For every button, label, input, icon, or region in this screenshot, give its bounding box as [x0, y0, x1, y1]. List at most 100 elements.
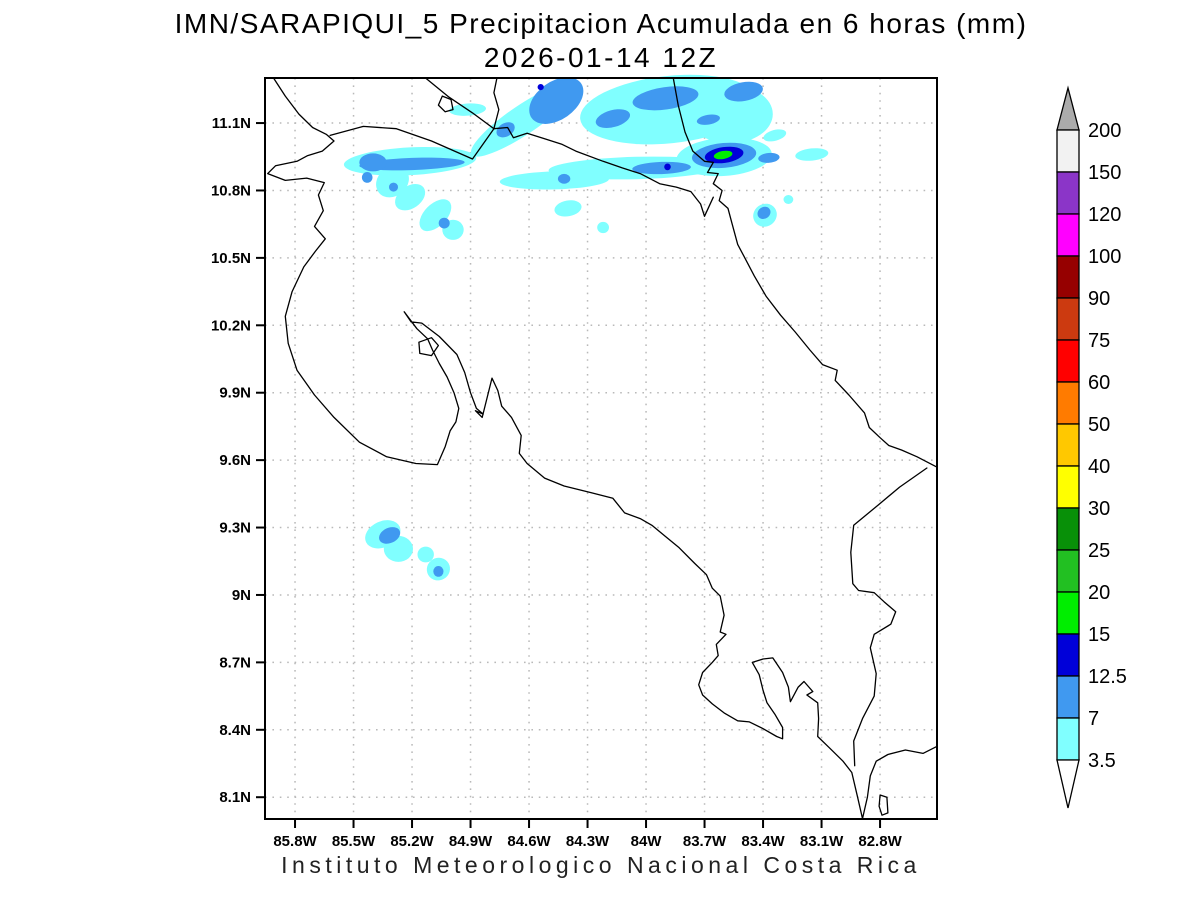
colorbar-box: [1056, 675, 1080, 719]
colorbar-box: [1056, 297, 1080, 341]
colorbar: 200 150 120 100 90 75 60 50 40 30 25 20 15 12.5 7 3.5: [1056, 85, 1127, 809]
coastline-path: [267, 77, 938, 820]
lon-tick-label: 82.8W: [858, 833, 902, 850]
precip-contour-3.5mm: [783, 195, 794, 204]
precip-contour-7mm: [557, 173, 571, 184]
colorbar-box: [1056, 213, 1080, 257]
precip-contour-3.5mm: [554, 200, 582, 217]
colorbar-level-label: 75: [1088, 330, 1110, 352]
lat-tick-label: 8.4N: [219, 722, 251, 739]
precip-contour-7mm: [361, 172, 373, 183]
precip-contour-3.5mm: [376, 165, 409, 198]
colorbar-level-label: 90: [1088, 288, 1110, 310]
colorbar-box: [1056, 549, 1080, 593]
chart-title-block: IMN/SARAPIQUI_5 Precipitacion Acumulada …: [0, 8, 1200, 74]
lon-tick-label: 83.4W: [741, 833, 785, 850]
colorbar-level-label: 12.5: [1088, 666, 1127, 688]
institution-caption: Instituto Meteorologico Nacional Costa R…: [281, 852, 921, 878]
colorbar-level-label: 120: [1088, 204, 1121, 226]
lat-tick-label: 8.1N: [219, 789, 251, 806]
precip-contour-3.5mm: [417, 546, 434, 563]
colorbar-level-label: 40: [1088, 456, 1110, 478]
lat-tick-label: 10.2N: [211, 317, 251, 334]
lon-tick-label: 84.6W: [507, 833, 551, 850]
colorbar-level-label: 150: [1088, 162, 1121, 184]
lat-tick-label: 11.1N: [212, 115, 251, 132]
colorbar-box: [1056, 423, 1080, 467]
coastline-path: [672, 77, 938, 468]
colorbar-box: [1056, 591, 1080, 635]
chart-subtitle-datetime: 2026-01-14 12Z: [483, 42, 719, 73]
colorbar-box: [1056, 381, 1080, 425]
precip-contour-3.5mm: [763, 129, 787, 142]
precip-contour-7mm: [632, 86, 699, 111]
precip-contour-7mm: [696, 114, 720, 125]
lon-tick-label: 85.5W: [332, 833, 376, 850]
country-border-path: [850, 467, 928, 767]
colorbar-box: [1056, 633, 1080, 677]
colorbar-level-label: 20: [1088, 582, 1110, 604]
lon-tick-label: 85.8W: [273, 833, 317, 850]
precip-contour-7mm: [757, 206, 771, 220]
country-border-path: [329, 125, 495, 160]
chart-title: IMN/SARAPIQUI_5 Precipitacion Acumulada …: [174, 8, 1028, 39]
colorbar-level-label: 100: [1088, 246, 1121, 268]
precip-contour-3.5mm: [419, 199, 452, 232]
island-outline: [418, 337, 440, 357]
precip-contour-15mm: [713, 150, 733, 160]
lat-tick-label: 10.8N: [211, 182, 251, 199]
lat-tick-label: 9.9N: [219, 385, 251, 402]
lat-tick-label: 9.6N: [219, 452, 251, 469]
colorbar-level-label: 60: [1088, 372, 1110, 394]
colorbar-arrow-below-min: [1056, 759, 1080, 809]
country-border-path: [425, 77, 495, 130]
precip-contour-7mm: [359, 153, 387, 172]
precip-contour-3.5mm: [687, 84, 773, 144]
axis-layer: 85.8W 85.5W 85.2W 84.9W 84.6W 84.3W 84W 83.7W 83…: [211, 115, 903, 850]
lon-tick-label: 85.2W: [390, 833, 434, 850]
lon-tick-label: 84.3W: [566, 833, 610, 850]
precip-contour-3.5mm: [597, 221, 609, 234]
lat-tick-label: 9N: [232, 587, 251, 604]
precip-contour-7mm: [438, 217, 450, 229]
colorbar-level-label: 200: [1088, 120, 1121, 142]
colorbar-box: [1056, 507, 1080, 551]
precip-contour-12.5mm: [537, 84, 544, 91]
precipitation-layer: [343, 74, 829, 581]
precip-contour-7mm: [724, 81, 763, 102]
precip-contour-7mm: [632, 161, 691, 175]
colorbar-box: [1056, 465, 1080, 509]
geography-layer: [267, 77, 938, 820]
precip-contour-7mm: [595, 109, 631, 128]
lon-tick-label: 84W: [631, 833, 663, 850]
precip-contour-3.5mm: [499, 171, 609, 190]
colorbar-level-label: 15: [1088, 624, 1110, 646]
precip-contour-7mm: [379, 527, 401, 544]
grid-layer: [265, 78, 937, 819]
country-border-path: [493, 126, 714, 217]
colorbar-level-label: 50: [1088, 414, 1110, 436]
island-outline: [878, 794, 889, 816]
lat-tick-label: 8.7N: [219, 654, 251, 671]
precip-contour-7mm: [389, 182, 398, 192]
lat-tick-label: 10.5N: [211, 250, 251, 267]
precip-contour-3.5mm: [395, 183, 426, 211]
lon-tick-label: 84.9W: [449, 833, 493, 850]
lon-tick-label: 83.1W: [800, 833, 844, 850]
precip-contour-3.5mm: [795, 148, 829, 161]
lon-tick-label: 83.7W: [683, 833, 727, 850]
colorbar-arrow-above-max: [1056, 85, 1080, 131]
map-frame: [264, 77, 938, 820]
island-outline: [437, 95, 454, 113]
lat-tick-label: 9.3N: [219, 520, 251, 537]
colorbar-box: [1056, 339, 1080, 383]
colorbar-level-label: 30: [1088, 498, 1110, 520]
colorbar-level-label: 25: [1088, 540, 1110, 562]
colorbar-box: [1056, 171, 1080, 215]
precip-contour-7mm: [758, 152, 780, 163]
country-border-path: [493, 77, 500, 130]
colorbar-level-label: 3.5: [1088, 750, 1116, 772]
colorbar-box: [1056, 129, 1080, 173]
